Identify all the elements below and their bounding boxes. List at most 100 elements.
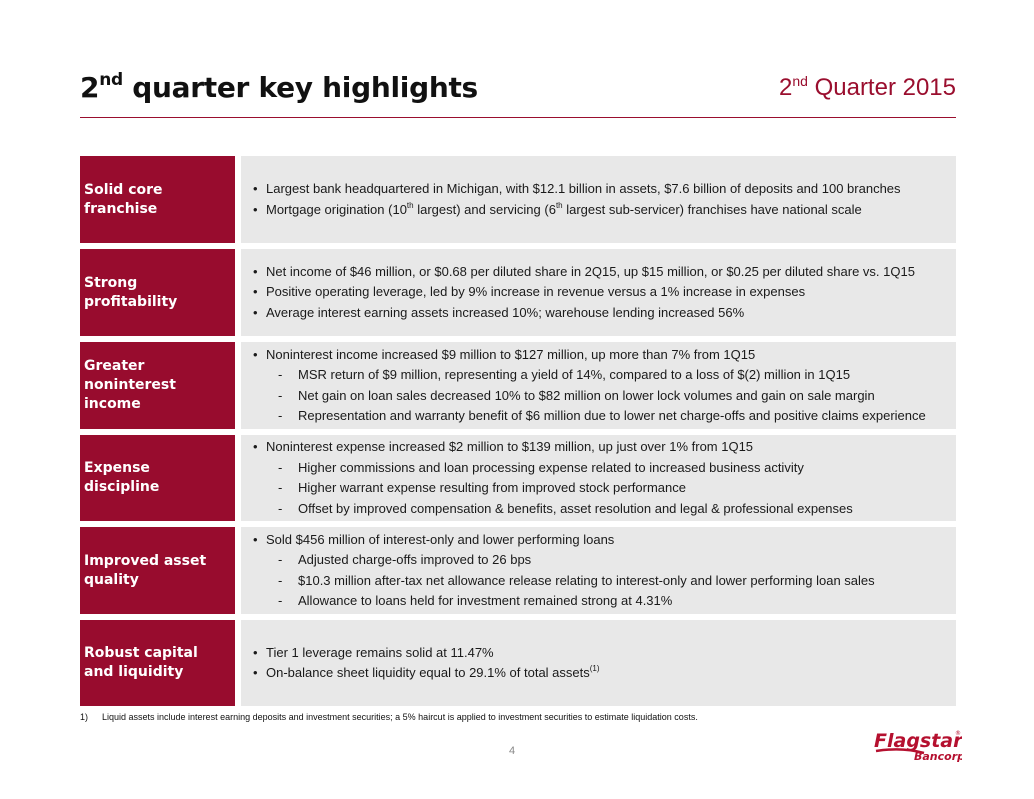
sub-item: - Representation and warranty benefit of … [253,406,944,427]
bullet-marker: • [253,284,258,300]
item-text: Noninterest expense increased $2 million… [266,437,753,458]
row-label: Expense discipline [80,435,235,521]
period-label: 2nd Quarter 2015 [778,73,956,101]
bullet-item: • Mortgage origination (10th largest) and… [253,200,944,221]
svg-text:Flagstar: Flagstar [874,730,962,752]
row-label: Greater noninterest income [80,342,235,429]
item-text: Adjusted charge-offs improved to 26 bps [298,550,531,571]
sub-item: - Higher warrant expense resulting from i… [253,478,944,499]
sub-item: - Offset by improved compensation & benef… [253,499,944,520]
dash-marker: - [278,552,283,567]
bullet-item: • Tier 1 leverage remains solid at 11.47% [253,643,944,664]
text-run: Net income of $46 million, or $0.68 per … [266,263,915,279]
text-run: Higher warrant expense resulting from im… [298,480,687,495]
flagstar-bancorp-logo: Flagstar ® Bancorp [874,730,962,763]
text-run: Higher commissions and loan processing e… [298,459,804,475]
text-run: largest sub-servicer) franchises have na… [562,201,862,217]
bullet-marker: • [253,304,258,320]
item-text: Mortgage origination (10th largest) and … [266,200,862,221]
item-text: $10.3 million after-tax net allowance re… [298,571,875,592]
item-text: Positive operating leverage, led by 9% i… [266,282,805,303]
text-run: Average interest earning assets increase… [266,304,745,320]
dash-marker: - [278,480,283,495]
sub-item: - Adjusted charge-offs improved to 26 bps [253,550,944,571]
dash-marker: - [278,408,283,423]
highlight-row: Robust capital and liquidity • Tier 1 leve… [80,620,956,706]
bullet-marker: • [253,346,258,362]
text-run: Adjusted charge-offs improved to 26 bps [298,552,532,567]
dash-marker: - [278,459,283,475]
row-content: • Noninterest income increased $9 million… [241,342,956,429]
item-text: Average interest earning assets increase… [266,303,744,324]
superscript: th [555,200,563,210]
item-text: Representation and warranty benefit of $… [298,406,926,427]
text-run: Allowance to loans held for investment r… [298,593,673,608]
footnote-number: 1) [80,712,89,722]
bullet-item: • On-balance sheet liquidity equal to 29.… [253,663,944,684]
bullet-item: • Noninterest expense increased $2 millio… [253,437,944,458]
footnote-text: Liquid assets include interest earning d… [102,712,698,722]
svg-text:Bancorp: Bancorp [914,750,962,763]
text-run: Representation and warranty benefit of $… [298,408,926,423]
bullet-marker: • [253,201,258,217]
row-content: • Net income of $46 million, or $0.68 per… [241,249,956,336]
item-text: Largest bank headquartered in Michigan, … [266,179,901,200]
row-label: Strong profitability [80,249,235,336]
superscript: (1) [589,664,600,673]
sub-item: - Net gain on loan sales decreased 10% to… [253,386,944,407]
text-run: Tier 1 leverage remains solid at 11.47% [266,644,494,660]
header-divider [80,117,956,118]
sub-item: - $10.3 million after-tax net allowance r… [253,571,944,592]
svg-text:®: ® [955,730,961,737]
highlight-row: Solid core franchise • Largest bank headqu… [80,156,956,243]
text-run: Mortgage origination (10 [266,201,407,217]
bullet-marker: • [253,439,258,454]
bullet-marker: • [253,644,258,660]
item-text: Offset by improved compensation & benefi… [298,499,853,520]
dash-marker: - [278,572,283,588]
text-run: largest) and servicing (6 [413,201,556,217]
dash-marker: - [278,387,283,403]
bullet-marker: • [253,181,258,196]
item-text: Sold $456 million of interest-only and l… [266,530,614,551]
row-content: • Sold $456 million of interest-only and … [241,527,956,614]
item-text: Net gain on loan sales decreased 10% to … [298,386,875,407]
row-label: Improved asset quality [80,527,235,614]
bullet-item: • Noninterest income increased $9 million… [253,345,944,366]
page-number: 4 [509,745,516,757]
highlight-row: Improved asset quality • Sold $456 million… [80,527,956,614]
text-run: Positive operating leverage, led by 9% i… [266,284,806,300]
text-run: Noninterest income increased $9 million … [266,346,756,362]
row-label: Robust capital and liquidity [80,620,235,706]
bullet-item: • Sold $456 million of interest-only and … [253,530,944,551]
item-text: Net income of $46 million, or $0.68 per … [266,262,915,283]
bullet-item: • Net income of $46 million, or $0.68 per… [253,262,944,283]
superscript: th [406,200,414,210]
item-text: Higher commissions and loan processing e… [298,458,804,479]
dash-marker: - [278,593,283,608]
text-run: Offset by improved compensation & benefi… [298,500,853,516]
row-label: Solid core franchise [80,156,235,243]
text-run: Noninterest expense increased $2 million… [266,439,754,454]
bullet-item: • Positive operating leverage, led by 9% … [253,282,944,303]
text-run: $10.3 million after-tax net allowance re… [298,572,875,588]
highlight-row: Expense discipline • Noninterest expense i… [80,435,956,521]
text-run: On-balance sheet liquidity equal to 29.1… [266,665,590,680]
highlight-row: Greater noninterest income • Noninterest i… [80,342,956,429]
bullet-marker: • [253,531,258,547]
highlight-row: Strong profitability • Net income of $46 m… [80,249,956,336]
text-run: Sold $456 million of interest-only and l… [266,531,615,547]
bullet-marker: • [253,263,258,279]
text-run: Net gain on loan sales decreased 10% to … [298,387,875,403]
bullet-item: • Largest bank headquartered in Michigan,… [253,179,944,200]
sub-item: - MSR return of $9 million, representing … [253,365,944,386]
row-content: • Largest bank headquartered in Michigan,… [241,156,956,243]
item-text: MSR return of $9 million, representing a… [298,365,850,386]
footnote: 1) Liquid assets include interest earnin… [80,712,698,722]
bullet-item: • Average interest earning assets increas… [253,303,944,324]
sub-item: - Higher commissions and loan processing … [253,458,944,479]
dash-marker: - [278,500,283,516]
row-content: • Noninterest expense increased $2 millio… [241,435,956,521]
item-text: Tier 1 leverage remains solid at 11.47% [266,643,494,664]
item-text: Higher warrant expense resulting from im… [298,478,686,499]
